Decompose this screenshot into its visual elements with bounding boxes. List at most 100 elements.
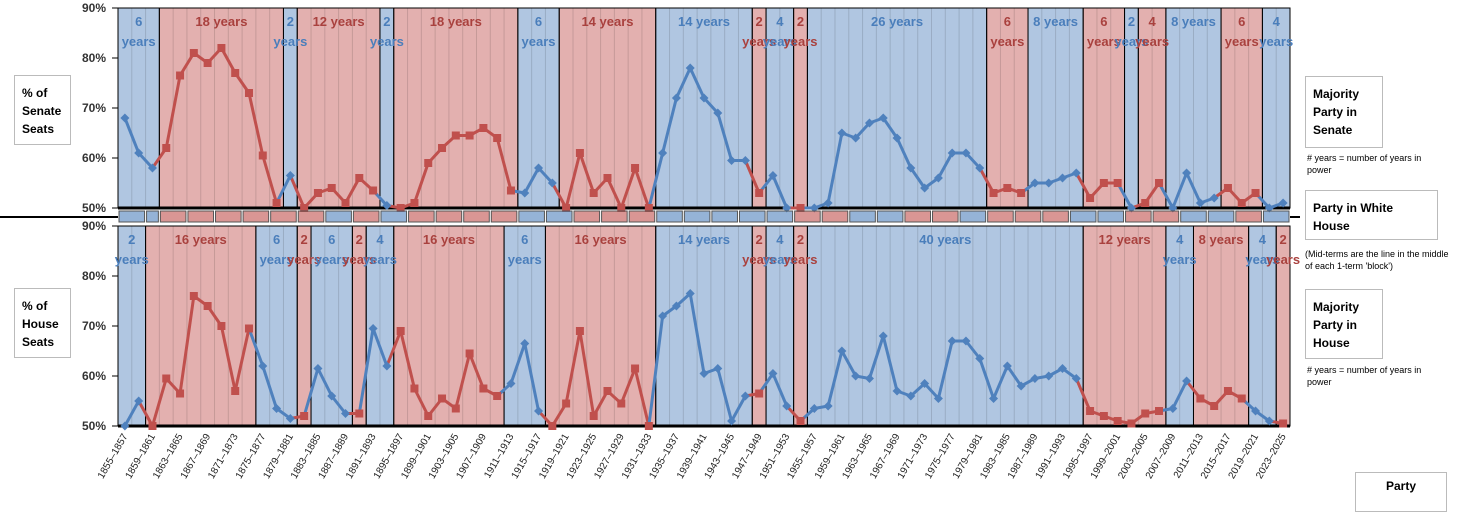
party-period: [1261, 7, 1291, 209]
period-label-line: years: [784, 34, 818, 49]
point: [975, 354, 985, 363]
point: [837, 346, 847, 356]
line-segment: [592, 390, 609, 417]
period-label-line: 4: [376, 232, 384, 247]
party-period: [117, 7, 160, 209]
y-tick-label: 80%: [82, 51, 106, 65]
point: [685, 63, 695, 73]
line-segment: [564, 330, 582, 404]
point: [1099, 179, 1108, 187]
white-house-term: [794, 210, 821, 223]
line-segment: [316, 367, 334, 397]
white-house-term: [270, 210, 297, 223]
period-label: 2 years: [115, 232, 149, 267]
senate-box: Majority Party in Senate: [1305, 76, 1383, 148]
white-house-note: (Mid-terms are the line in the middle of…: [1305, 249, 1449, 271]
period-label-line: years: [742, 34, 776, 49]
party-period: [655, 7, 753, 209]
point: [438, 144, 447, 152]
period-label: 4 years: [763, 232, 797, 267]
point: [699, 369, 709, 378]
white-house-term: [1235, 210, 1262, 223]
point: [134, 396, 144, 406]
point: [906, 163, 916, 173]
line-segment: [1185, 172, 1202, 204]
point: [1030, 374, 1040, 383]
point: [631, 164, 640, 172]
point: [134, 148, 144, 158]
line-segment: [164, 75, 182, 149]
period-label: 16 years: [175, 232, 227, 247]
period-label: 4 years: [363, 232, 397, 267]
line-segment: [523, 167, 540, 194]
period-label: 6 years: [990, 14, 1024, 49]
party-period: [1165, 7, 1222, 209]
point: [933, 173, 943, 183]
period-label-line: years: [1266, 252, 1300, 267]
point: [685, 289, 695, 298]
line-segment: [661, 97, 678, 154]
period-label: 14 years: [678, 232, 730, 247]
party-period: [1192, 225, 1250, 427]
point: [796, 204, 805, 212]
period-label: 2 years: [273, 14, 307, 49]
point: [479, 384, 488, 393]
party-period: [655, 225, 753, 427]
line-segment: [619, 167, 637, 209]
period-label: 6 years: [1087, 14, 1121, 49]
line-segment: [868, 335, 885, 379]
point: [162, 144, 171, 152]
white-house-term: [408, 210, 435, 223]
house-note: # years = number of years in power: [1307, 365, 1422, 387]
line-segment: [371, 327, 389, 367]
period-label-line: 4: [776, 14, 784, 29]
y-tick-label: 90%: [82, 1, 106, 15]
period-label: 6 years: [315, 232, 349, 267]
line-segment: [1116, 182, 1133, 209]
white-house-term: [159, 210, 187, 223]
point: [1113, 417, 1122, 425]
point: [272, 199, 281, 207]
line-segment: [233, 328, 251, 392]
point: [589, 189, 598, 197]
period-label: 4 years: [1163, 232, 1197, 267]
party-period: [1220, 7, 1263, 209]
party-period: [986, 7, 1029, 209]
period-label: 6 years: [1225, 14, 1259, 49]
line-segment: [716, 368, 734, 422]
point: [355, 409, 364, 418]
point: [631, 364, 640, 373]
point: [1057, 173, 1067, 183]
line-segment: [454, 353, 472, 409]
point: [1279, 419, 1288, 428]
white-house-term: [1207, 210, 1235, 223]
period-label: 12 years: [1099, 232, 1151, 247]
point: [755, 389, 764, 398]
line-segment: [909, 167, 926, 189]
senate-note: # years = number of years in power: [1307, 153, 1422, 175]
period-label-line: 2: [797, 14, 804, 29]
line-segment: [647, 315, 665, 427]
point: [368, 324, 378, 333]
line-segment: [151, 378, 168, 427]
line-segment: [509, 343, 527, 384]
line-segment: [220, 47, 237, 74]
white-house-term: [146, 210, 159, 223]
period-label: 18 years: [430, 14, 482, 29]
point: [547, 178, 557, 188]
line-segment: [854, 121, 871, 140]
period-label-line: 6: [1004, 14, 1011, 29]
period-label-line: years: [1225, 34, 1259, 49]
point: [120, 421, 130, 431]
point: [1237, 199, 1246, 207]
line-segment: [937, 152, 954, 179]
point: [1002, 361, 1012, 371]
point: [1071, 374, 1081, 383]
period-label-line: 2: [301, 232, 308, 247]
point: [341, 199, 350, 207]
point: [410, 199, 419, 207]
period-label: 4 years: [1259, 14, 1293, 49]
point: [258, 361, 268, 371]
line-segment: [1171, 172, 1188, 209]
point: [465, 131, 474, 140]
